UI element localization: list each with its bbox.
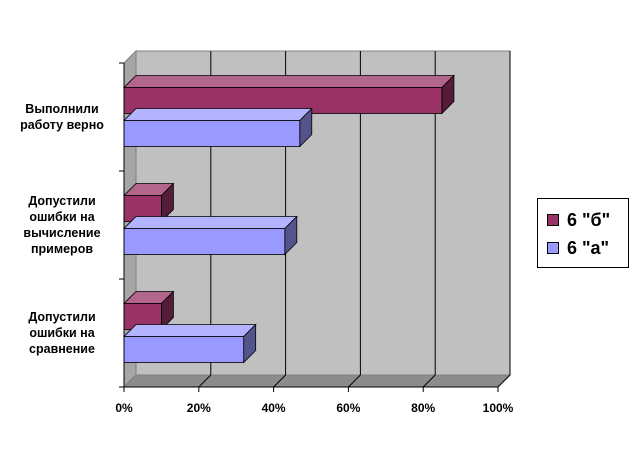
- legend: 6 "б" 6 "а": [537, 198, 629, 268]
- gridline-floor: [273, 374, 286, 388]
- bar-top-face: [123, 108, 313, 121]
- legend-item-6b: 6 "б": [547, 207, 610, 233]
- category-label: Допустили ошибки на вычисление примеров: [23, 194, 101, 256]
- legend-label-6a: 6 "а": [567, 237, 610, 258]
- gridline-floor: [422, 374, 436, 388]
- bar-top-face: [123, 216, 298, 229]
- bar-1-0: [123, 107, 313, 148]
- bar-front-face: [123, 228, 286, 255]
- x-tick-labels: 0% 20% 40% 60% 80% 100%: [115, 401, 513, 415]
- category-label: Допустили ошибки на сравнение: [28, 310, 96, 356]
- x-tick-label: 20%: [187, 401, 211, 415]
- bar-0-0: [123, 74, 455, 115]
- bar-1-2: [123, 323, 257, 364]
- floor: [122, 374, 512, 388]
- legend-label-6b: 6 "б": [567, 209, 611, 230]
- legend-item-6a: 6 "а": [547, 235, 609, 261]
- axes: [119, 62, 499, 392]
- gridline-floor: [198, 374, 212, 388]
- bar-front-face: [123, 336, 245, 363]
- x-tick-label: 0%: [115, 401, 133, 415]
- category-label: Выполнили работу верно: [20, 102, 104, 132]
- bar-1-1: [123, 215, 298, 256]
- gridline-floor: [348, 374, 361, 388]
- bar-0-2: [123, 290, 175, 331]
- bar-front-face: [123, 120, 301, 147]
- bars-group: [123, 74, 455, 364]
- x-tick-label: 100%: [483, 401, 514, 415]
- x-tick-label: 40%: [262, 401, 286, 415]
- x-tick-label: 60%: [336, 401, 360, 415]
- gridline-floor: [497, 374, 511, 388]
- bar-0-1: [123, 182, 175, 223]
- bar-top-face: [123, 75, 455, 88]
- x-tick-label: 80%: [411, 401, 435, 415]
- bar-top-face: [123, 324, 257, 337]
- legend-swatch-6a: [547, 242, 559, 254]
- legend-swatch-6b: [547, 214, 559, 226]
